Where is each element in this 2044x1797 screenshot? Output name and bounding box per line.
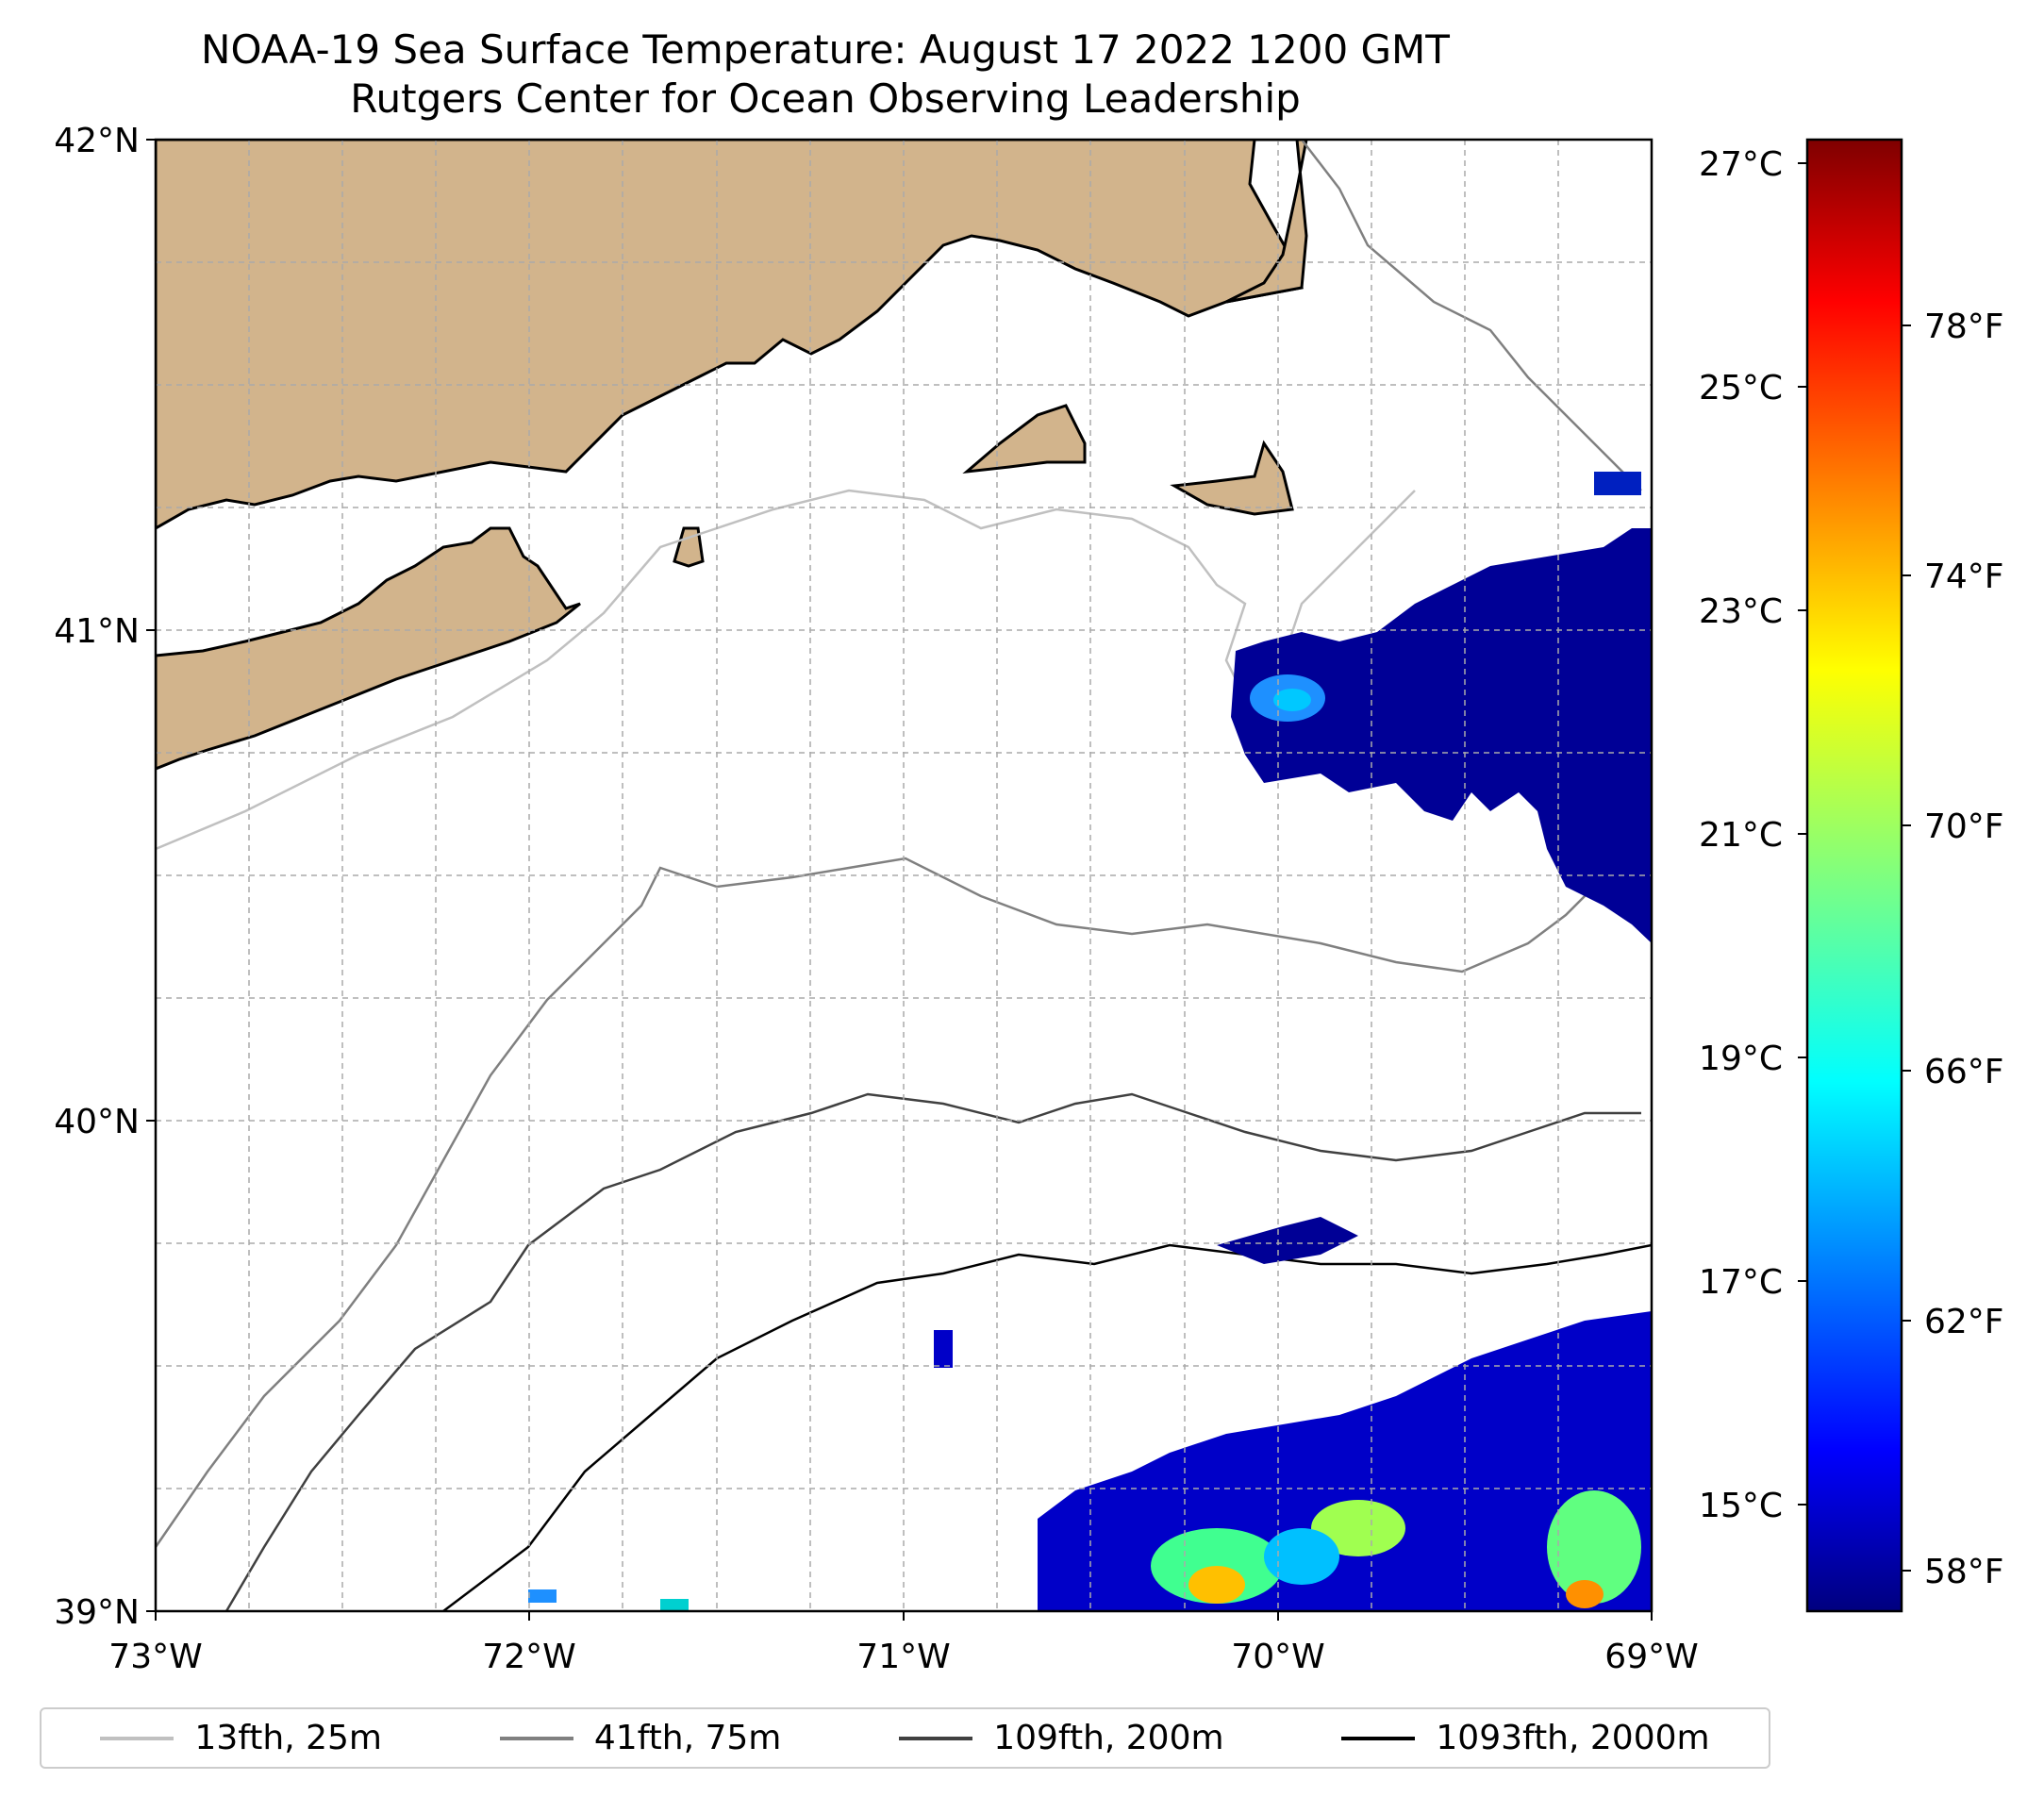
- lat-tick-42n: 42°N: [54, 122, 140, 160]
- sst-warm-region-6: [1264, 1528, 1339, 1585]
- legend-item-25m: 13fth, 25m: [100, 1719, 382, 1757]
- legend-label-75m: 41fth, 75m: [593, 1719, 782, 1757]
- lon-tick-72w: 72°W: [482, 1638, 575, 1676]
- colorbar: [1805, 138, 1903, 1613]
- axis-ticks: [146, 139, 1653, 1621]
- land-cape-cod: [1225, 140, 1308, 304]
- legend-swatch-75m: [499, 1736, 573, 1740]
- colorbar-c-tick-19: 19°C: [1699, 1040, 1783, 1078]
- colorbar-c-tick-21: 21°C: [1699, 816, 1783, 855]
- colorbar-f-tick-78: 78°F: [1924, 308, 2004, 346]
- colorbar-fahrenheit-ticks: [1902, 324, 1911, 1572]
- colorbar-f-tick-62: 62°F: [1924, 1303, 2004, 1341]
- land-new-england: [156, 140, 1304, 530]
- sst-patch-small-1: [934, 1330, 953, 1368]
- colorbar-f-tick-74: 74°F: [1924, 557, 2004, 596]
- legend-label-25m: 13fth, 25m: [194, 1719, 382, 1757]
- contour-200m: [224, 1092, 1641, 1611]
- colorbar-f-tick-58: 58°F: [1924, 1553, 2004, 1591]
- legend-label-2000m: 1093fth, 2000m: [1436, 1719, 1710, 1757]
- map-gridlines: [156, 140, 1652, 1611]
- sst-warm-region-2: [1188, 1566, 1245, 1604]
- sst-patch-small-2: [528, 1589, 557, 1603]
- sst-patch-small-3: [660, 1599, 689, 1611]
- map-subtitle: Rutgers Center for Ocean Observing Leade…: [350, 75, 1301, 122]
- colorbar-celsius-ticks: [1798, 162, 1807, 1506]
- sst-warm-region-4: [1547, 1490, 1641, 1604]
- sst-patch-small-4: [1594, 472, 1641, 495]
- sst-warm-region-5: [1566, 1580, 1604, 1608]
- colorbar-c-tick-17: 17°C: [1699, 1263, 1783, 1302]
- lon-tick-69w: 69°W: [1604, 1638, 1698, 1676]
- land-nantucket: [1170, 440, 1294, 516]
- sst-patch-georges-bank: [1231, 528, 1652, 943]
- lat-tick-40n: 40°N: [54, 1103, 140, 1141]
- contour-2000m: [442, 1243, 1652, 1611]
- sst-warm-region-3: [1311, 1500, 1405, 1556]
- map-title: NOAA-19 Sea Surface Temperature: August …: [201, 26, 1450, 73]
- colorbar-c-tick-27: 27°C: [1699, 145, 1783, 184]
- legend-swatch-200m: [899, 1736, 973, 1740]
- colorbar-c-tick-25: 25°C: [1699, 369, 1783, 408]
- lat-tick-39n: 39°N: [54, 1593, 140, 1632]
- contour-75m: [156, 140, 1642, 1548]
- lon-tick-73w: 73°W: [108, 1638, 202, 1676]
- legend-label-200m: 109fth, 200m: [993, 1719, 1224, 1757]
- sst-patch-slope: [1217, 1217, 1358, 1264]
- lat-tick-41n: 41°N: [54, 612, 140, 651]
- colorbar-f-tick-66: 66°F: [1924, 1053, 2004, 1091]
- legend-item-75m: 41fth, 75m: [499, 1719, 782, 1757]
- legend-swatch-2000m: [1341, 1736, 1416, 1740]
- land-block-island: [673, 526, 705, 568]
- lon-tick-70w: 70°W: [1231, 1638, 1324, 1676]
- colorbar-f-tick-70: 70°F: [1924, 807, 2004, 846]
- legend-swatch-25m: [100, 1736, 174, 1740]
- sst-warm-spot-shoals-core: [1273, 689, 1311, 711]
- legend-item-2000m: 1093fth, 2000m: [1341, 1719, 1710, 1757]
- legend-item-200m: 109fth, 200m: [899, 1719, 1224, 1757]
- colorbar-c-tick-23: 23°C: [1699, 592, 1783, 631]
- depth-contour-legend: 13fth, 25m 41fth, 75m 109fth, 200m 1093f…: [40, 1707, 1770, 1769]
- land-long-island: [156, 526, 581, 771]
- colorbar-c-tick-15: 15°C: [1699, 1487, 1783, 1525]
- lon-tick-71w: 71°W: [856, 1638, 950, 1676]
